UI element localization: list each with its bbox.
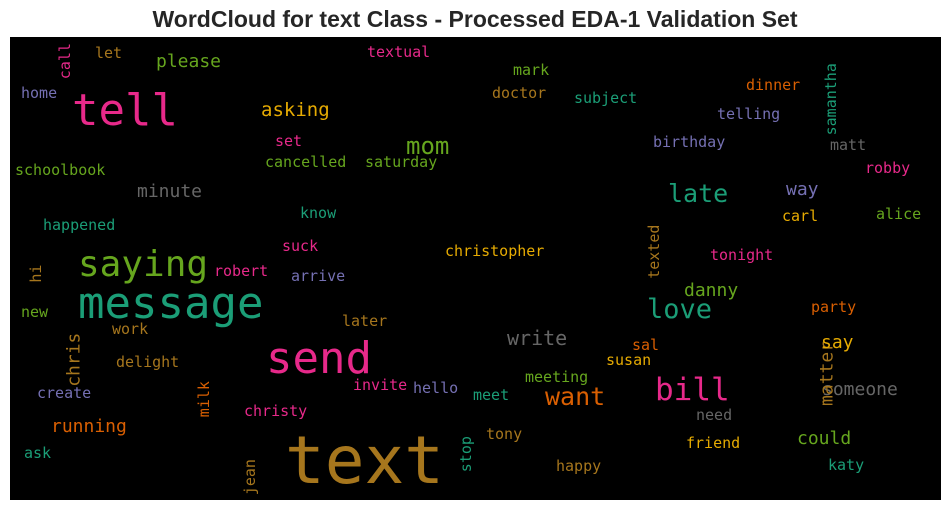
- word-susan: susan: [606, 351, 651, 369]
- word-invite: invite: [353, 376, 407, 394]
- word-telling: telling: [717, 105, 780, 123]
- word-matter: matter: [816, 341, 837, 406]
- word-robert: robert: [214, 262, 268, 280]
- word-tell: tell: [72, 85, 178, 136]
- word-happened: happened: [43, 216, 115, 234]
- word-robby: robby: [865, 159, 910, 177]
- word-milk: milk: [195, 381, 213, 417]
- word-dinner: dinner: [746, 76, 800, 94]
- wordcloud-canvas: text message send tell saying bill love late wan…: [10, 37, 941, 500]
- word-doctor: doctor: [492, 84, 546, 102]
- chart-title: WordCloud for text Class - Processed EDA…: [152, 6, 798, 32]
- word-ask: ask: [24, 444, 51, 462]
- word-bill: bill: [655, 372, 730, 408]
- word-samantha: samantha: [822, 63, 840, 135]
- word-late: late: [668, 179, 728, 208]
- word-someone: someone: [822, 379, 898, 400]
- word-hello: hello: [413, 379, 458, 397]
- word-christopher: christopher: [445, 242, 544, 260]
- word-new: new: [21, 303, 49, 321]
- word-call: call: [56, 43, 74, 79]
- word-want: want: [545, 382, 605, 411]
- word-happy: happy: [556, 457, 601, 475]
- word-let: let: [95, 44, 122, 62]
- word-text: text: [285, 422, 444, 499]
- word-stop: stop: [457, 436, 475, 472]
- word-saturday: saturday: [365, 153, 437, 171]
- word-texted: texted: [645, 225, 663, 279]
- word-arrive: arrive: [291, 267, 345, 285]
- word-mom: mom: [406, 132, 449, 160]
- word-know: know: [300, 204, 337, 222]
- word-jean: jean: [241, 459, 259, 495]
- word-message: message: [78, 278, 263, 329]
- word-friend: friend: [686, 434, 740, 452]
- word-party: party: [811, 298, 856, 316]
- word-please: please: [156, 51, 221, 72]
- word-tony: tony: [486, 425, 522, 443]
- word-mark: mark: [513, 61, 549, 79]
- word-subject: subject: [574, 89, 637, 107]
- word-delight: delight: [116, 353, 179, 371]
- word-way: way: [786, 179, 819, 200]
- word-home: home: [21, 84, 57, 102]
- word-meeting: meeting: [525, 368, 588, 386]
- word-danny: danny: [684, 280, 738, 301]
- word-asking: asking: [261, 99, 330, 121]
- word-saying: saying: [78, 244, 208, 285]
- word-create: create: [37, 384, 91, 402]
- word-meet: meet: [473, 386, 509, 404]
- word-send: send: [266, 333, 372, 384]
- word-sal: sal: [632, 336, 659, 354]
- word-write: write: [507, 326, 567, 350]
- word-carl: carl: [782, 207, 818, 225]
- word-later: later: [342, 312, 387, 330]
- word-work: work: [112, 320, 148, 338]
- word-say: say: [821, 332, 854, 353]
- word-christy: christy: [244, 402, 307, 420]
- word-love: love: [647, 294, 712, 325]
- word-minute: minute: [137, 181, 202, 202]
- word-set: set: [275, 132, 302, 150]
- word-textual: textual: [367, 43, 430, 61]
- word-birthday: birthday: [653, 133, 725, 151]
- word-matt: matt: [830, 136, 866, 154]
- word-tonight: tonight: [710, 246, 773, 264]
- word-hi: hi: [27, 265, 45, 283]
- word-alice: alice: [876, 205, 921, 223]
- word-cancelled: cancelled: [265, 153, 346, 171]
- word-could: could: [797, 428, 851, 449]
- word-need: need: [696, 406, 732, 424]
- word-running: running: [51, 416, 127, 437]
- word-schoolbook: schoolbook: [15, 161, 105, 179]
- word-katy: katy: [828, 456, 864, 474]
- word-suck: suck: [282, 237, 318, 255]
- word-chris: chris: [63, 333, 84, 387]
